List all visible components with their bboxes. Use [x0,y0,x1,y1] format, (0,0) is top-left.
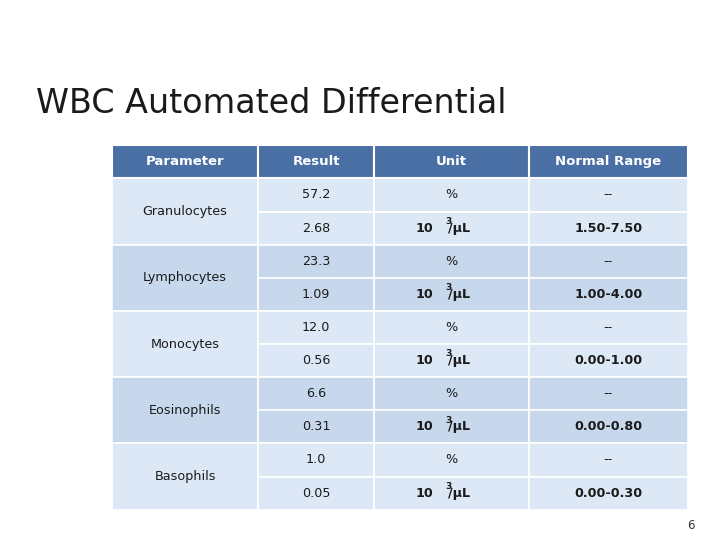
Bar [374,178,529,212]
Text: Parameter: Parameter [145,156,225,168]
Bar [529,311,688,344]
Text: 10: 10 [415,221,433,234]
Text: 0.56: 0.56 [302,354,330,367]
Text: --: -- [604,255,613,268]
Text: /μL: /μL [448,420,470,433]
Text: /μL: /μL [448,221,470,234]
Bar [529,245,688,278]
Bar [258,145,374,178]
Bar [529,443,688,476]
Bar [374,212,529,245]
Text: 10: 10 [415,354,433,367]
Text: 1.09: 1.09 [302,288,330,301]
Bar [112,245,258,311]
Bar [529,344,688,377]
Text: /μL: /μL [448,354,470,367]
Text: 3: 3 [445,283,451,292]
Text: 0.00-1.00: 0.00-1.00 [575,354,642,367]
Text: 0.00-0.80: 0.00-0.80 [575,420,642,433]
Text: %: % [445,321,458,334]
Bar [258,245,374,278]
Text: 1.0: 1.0 [306,454,326,467]
Text: The Power of Partnership » AP2.com: The Power of Partnership » AP2.com [538,16,702,25]
Text: /μL: /μL [448,487,470,500]
Bar [112,145,258,178]
Bar [529,145,688,178]
Text: Lymphocytes: Lymphocytes [143,271,227,284]
Bar [374,410,529,443]
Text: 10: 10 [415,487,433,500]
Text: 23.3: 23.3 [302,255,330,268]
Bar [258,278,374,311]
Bar [529,278,688,311]
Text: 10: 10 [415,420,433,433]
Text: 6: 6 [688,518,695,531]
Text: 1.00-4.00: 1.00-4.00 [575,288,642,301]
Circle shape [0,0,454,77]
Text: %: % [445,255,458,268]
Text: Unit: Unit [436,156,467,168]
Text: --: -- [604,188,613,201]
Bar [374,443,529,476]
Bar [112,311,258,377]
Text: 0.00-0.30: 0.00-0.30 [575,487,642,500]
Text: %: % [445,188,458,201]
Text: 57.2: 57.2 [302,188,330,201]
Text: 0.31: 0.31 [302,420,330,433]
Text: 1.50-7.50: 1.50-7.50 [575,221,642,234]
Text: Monocytes: Monocytes [150,338,220,350]
Bar [529,410,688,443]
Text: Normal Range: Normal Range [555,156,662,168]
Circle shape [0,9,475,64]
Bar [258,410,374,443]
Text: WBC Automated Differential: WBC Automated Differential [36,87,506,120]
Bar [374,278,529,311]
Bar [529,212,688,245]
Text: %: % [445,454,458,467]
Text: Eosinophils: Eosinophils [149,404,221,417]
Bar [258,178,374,212]
Bar [112,377,258,443]
Text: 3: 3 [445,416,451,425]
Text: Result: Result [292,156,340,168]
Bar [258,377,374,410]
Bar [374,245,529,278]
Bar [374,476,529,510]
Text: 10: 10 [415,288,433,301]
Bar [258,212,374,245]
Bar [374,311,529,344]
Text: Granulocytes: Granulocytes [143,205,228,218]
Text: --: -- [604,321,613,334]
Bar [258,476,374,510]
Text: 3: 3 [445,217,451,226]
Text: 0.05: 0.05 [302,487,330,500]
Text: --: -- [604,454,613,467]
Bar [258,344,374,377]
Bar [374,344,529,377]
Text: 2.68: 2.68 [302,221,330,234]
Bar [258,311,374,344]
Bar [529,377,688,410]
Text: 12.0: 12.0 [302,321,330,334]
Text: 6.6: 6.6 [306,387,326,400]
Text: --: -- [604,387,613,400]
Text: /μL: /μL [448,288,470,301]
Bar [112,178,258,245]
Bar [529,178,688,212]
Bar [112,443,258,510]
Bar [529,476,688,510]
Text: 3: 3 [445,482,451,491]
Bar [374,145,529,178]
Circle shape [0,4,454,69]
Text: Basophils: Basophils [154,470,216,483]
Bar [258,443,374,476]
Text: 3: 3 [445,349,451,359]
Bar [374,377,529,410]
Text: %: % [445,387,458,400]
